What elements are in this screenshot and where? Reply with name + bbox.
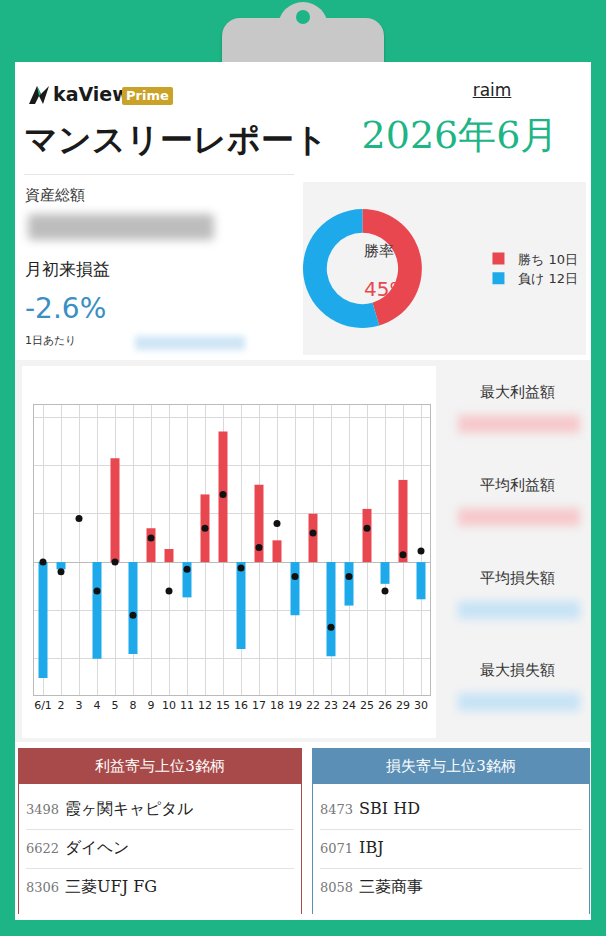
svg-text:45%: 45%	[364, 277, 408, 301]
svg-text:26: 26	[378, 699, 392, 712]
svg-text:4: 4	[94, 699, 101, 712]
svg-text:29: 29	[396, 699, 410, 712]
svg-text:19: 19	[288, 699, 302, 712]
html-text:Prime: Prime	[126, 88, 169, 103]
svg-text:負け 12日: 負け 12日	[518, 271, 578, 286]
svg-text:8: 8	[130, 699, 137, 712]
svg-text:18: 18	[270, 699, 284, 712]
svg-text:6/1: 6/1	[34, 699, 52, 712]
html-text:平均損失額: 平均損失額	[479, 569, 555, 587]
html-text:損失寄与上位3銘柄: 損失寄与上位3銘柄	[386, 757, 516, 775]
svg-text:12: 12	[198, 699, 212, 712]
html-text:8306 三菱UFJ FG: 8306 三菱UFJ FG	[26, 877, 158, 896]
html-text:kaView: kaView	[53, 83, 130, 105]
svg-text:3: 3	[76, 699, 83, 712]
html-text:1日あたり: 1日あたり	[25, 334, 76, 347]
html-text:2026年6月: 2026年6月	[361, 113, 559, 157]
html-text:最大利益額: 最大利益額	[479, 383, 555, 401]
svg-text:25: 25	[360, 699, 374, 712]
svg-text:23: 23	[324, 699, 338, 712]
html-text:利益寄与上位3銘柄: 利益寄与上位3銘柄	[95, 757, 225, 775]
html-text:資産総額: 資産総額	[25, 186, 85, 204]
svg-text:24: 24	[342, 699, 356, 712]
html-text:3498 霞ヶ関キャピタル: 3498 霞ヶ関キャピタル	[26, 799, 194, 818]
html-text:-2.6%: -2.6%	[25, 292, 107, 325]
svg-text:15: 15	[216, 699, 230, 712]
svg-text:16: 16	[234, 699, 248, 712]
html-text:6622 ダイヘン: 6622 ダイヘン	[26, 838, 130, 857]
html-text:6071 IBJ: 6071 IBJ	[320, 838, 384, 857]
html-text:マンスリーレポート: マンスリーレポート	[24, 120, 328, 159]
svg-text:30: 30	[414, 699, 428, 712]
svg-text:10: 10	[162, 699, 176, 712]
html-text:最大損失額: 最大損失額	[479, 661, 555, 679]
svg-text:2: 2	[58, 699, 65, 712]
html-text:月初来損益: 月初来損益	[25, 259, 110, 279]
html-text:8473 SBI HD: 8473 SBI HD	[320, 799, 420, 818]
svg-text:9: 9	[148, 699, 155, 712]
html-text:raim: raim	[472, 80, 512, 100]
svg-text:11: 11	[180, 699, 194, 712]
svg-text:勝ち 10日: 勝ち 10日	[518, 252, 578, 267]
html-text:8058 三菱商事: 8058 三菱商事	[320, 877, 424, 896]
svg-text:勝率: 勝率	[364, 242, 394, 260]
svg-text:17: 17	[252, 699, 266, 712]
svg-text:22: 22	[306, 699, 320, 712]
svg-text:5: 5	[112, 699, 119, 712]
html-text:平均利益額: 平均利益額	[479, 476, 555, 494]
